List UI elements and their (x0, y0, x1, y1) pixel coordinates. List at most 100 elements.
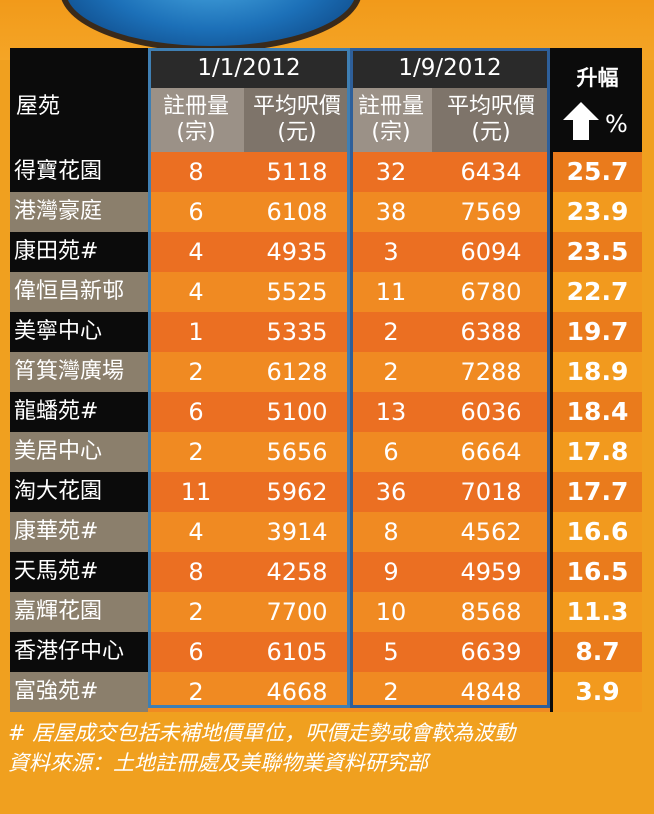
column-separator (550, 552, 553, 592)
reg-count-jan: 6 (148, 392, 244, 432)
table-row: 康田苑# 4 4935 3 6094 23.5 (10, 232, 642, 272)
table-row: 港灣豪庭 6 6108 38 7569 23.9 (10, 192, 642, 232)
table-row: 美居中心 2 5656 6 6664 17.8 (10, 432, 642, 472)
avg-price-jan: 5100 (244, 392, 350, 432)
rise-percent: 11.3 (553, 592, 642, 632)
footnote-hos: # 居屋成交包括未補地價單位，呎價走勢或會較為波動 (8, 721, 516, 745)
column-separator (550, 392, 553, 432)
table-row: 偉恒昌新邨 4 5525 11 6780 22.7 (10, 272, 642, 312)
reg-count-sep: 6 (350, 432, 432, 472)
period2-reg-header: 註冊量 (宗) (350, 88, 432, 152)
avg-unit: (元) (471, 120, 511, 145)
reg-label: 註冊量 (357, 94, 424, 119)
avg-price-sep: 6094 (432, 232, 550, 272)
rise-percent: 16.6 (553, 512, 642, 552)
column-separator (550, 272, 553, 312)
avg-price-jan: 6108 (244, 192, 350, 232)
reg-count-jan: 2 (148, 432, 244, 472)
rise-percent: 17.7 (553, 472, 642, 512)
reg-count-sep: 2 (350, 312, 432, 352)
estate-header-label: 屋苑 (16, 94, 61, 119)
rise-percent: 16.5 (553, 552, 642, 592)
reg-count-jan: 6 (148, 632, 244, 672)
reg-count-sep: 2 (350, 352, 432, 392)
reg-count-sep: 2 (350, 672, 432, 712)
rise-percent: 8.7 (553, 632, 642, 672)
estate-name: 得寶花園 (10, 152, 148, 192)
reg-count-jan: 8 (148, 552, 244, 592)
period2-header: 1/9/2012 (350, 48, 550, 88)
estate-name: 康華苑# (10, 512, 148, 552)
rise-percent: 25.7 (553, 152, 642, 192)
column-separator (550, 352, 553, 392)
rise-percent: 23.9 (553, 192, 642, 232)
column-separator (550, 592, 553, 632)
avg-price-sep: 6388 (432, 312, 550, 352)
reg-count-sep: 13 (350, 392, 432, 432)
estate-name: 龍蟠苑# (10, 392, 148, 432)
avg-price-jan: 5335 (244, 312, 350, 352)
rise-percent: 22.7 (553, 272, 642, 312)
table-row: 得寶花園 8 5118 32 6434 25.7 (10, 152, 642, 192)
estate-name: 港灣豪庭 (10, 192, 148, 232)
table-row: 美寧中心 1 5335 2 6388 19.7 (10, 312, 642, 352)
reg-count-jan: 4 (148, 512, 244, 552)
rise-percent: 23.5 (553, 232, 642, 272)
reg-count-sep: 11 (350, 272, 432, 312)
column-separator (550, 312, 553, 352)
table-row: 康華苑# 4 3914 8 4562 16.6 (10, 512, 642, 552)
table-row: 天馬苑# 8 4258 9 4959 16.5 (10, 552, 642, 592)
reg-count-sep: 3 (350, 232, 432, 272)
estate-name: 康田苑# (10, 232, 148, 272)
rise-header: 升幅 % (553, 48, 642, 152)
avg-price-jan: 4935 (244, 232, 350, 272)
avg-price-sep: 7569 (432, 192, 550, 232)
reg-count-jan: 4 (148, 272, 244, 312)
rise-label: 升幅 (576, 66, 619, 90)
table-row: 嘉輝花園 2 7700 10 8568 11.3 (10, 592, 642, 632)
avg-price-jan: 4668 (244, 672, 350, 712)
column-separator (550, 48, 553, 152)
avg-price-sep: 7018 (432, 472, 550, 512)
rise-percent: 3.9 (553, 672, 642, 712)
avg-price-sep: 4959 (432, 552, 550, 592)
reg-count-sep: 36 (350, 472, 432, 512)
rise-percent: 18.4 (553, 392, 642, 432)
estate-name: 嘉輝花園 (10, 592, 148, 632)
table-row: 富強苑# 2 4668 2 4848 3.9 (10, 672, 642, 712)
avg-unit: (元) (277, 120, 317, 145)
avg-price-sep: 6664 (432, 432, 550, 472)
estate-name: 富強苑# (10, 672, 148, 712)
column-separator (550, 152, 553, 192)
avg-price-sep: 6780 (432, 272, 550, 312)
avg-price-jan: 5656 (244, 432, 350, 472)
avg-price-jan: 5962 (244, 472, 350, 512)
table-row: 龍蟠苑# 6 5100 13 6036 18.4 (10, 392, 642, 432)
estate-name: 天馬苑# (10, 552, 148, 592)
reg-count-sep: 32 (350, 152, 432, 192)
reg-count-jan: 8 (148, 152, 244, 192)
reg-count-sep: 8 (350, 512, 432, 552)
rise-percent: 19.7 (553, 312, 642, 352)
avg-price-sep: 7288 (432, 352, 550, 392)
estate-name: 筲箕灣廣場 (10, 352, 148, 392)
reg-count-jan: 2 (148, 592, 244, 632)
table-row: 淘大花園 11 5962 36 7018 17.7 (10, 472, 642, 512)
avg-price-jan: 5118 (244, 152, 350, 192)
column-separator (550, 632, 553, 672)
column-separator (550, 232, 553, 272)
avg-price-jan: 6105 (244, 632, 350, 672)
avg-price-sep: 4562 (432, 512, 550, 552)
avg-price-jan: 6128 (244, 352, 350, 392)
avg-label: 平均呎價 (252, 94, 341, 119)
footnotes: # 居屋成交包括未補地價單位，呎價走勢或會較為波動 資料來源：土地註冊處及美聯物… (8, 718, 515, 778)
percent-symbol: % (605, 110, 628, 138)
footnote-source: 資料來源：土地註冊處及美聯物業資料研究部 (8, 751, 428, 775)
avg-price-sep: 4848 (432, 672, 550, 712)
reg-count-jan: 6 (148, 192, 244, 232)
reg-count-sep: 5 (350, 632, 432, 672)
column-separator (550, 432, 553, 472)
reg-unit: (宗) (371, 120, 411, 145)
rise-percent: 18.9 (553, 352, 642, 392)
avg-price-sep: 6036 (432, 392, 550, 432)
